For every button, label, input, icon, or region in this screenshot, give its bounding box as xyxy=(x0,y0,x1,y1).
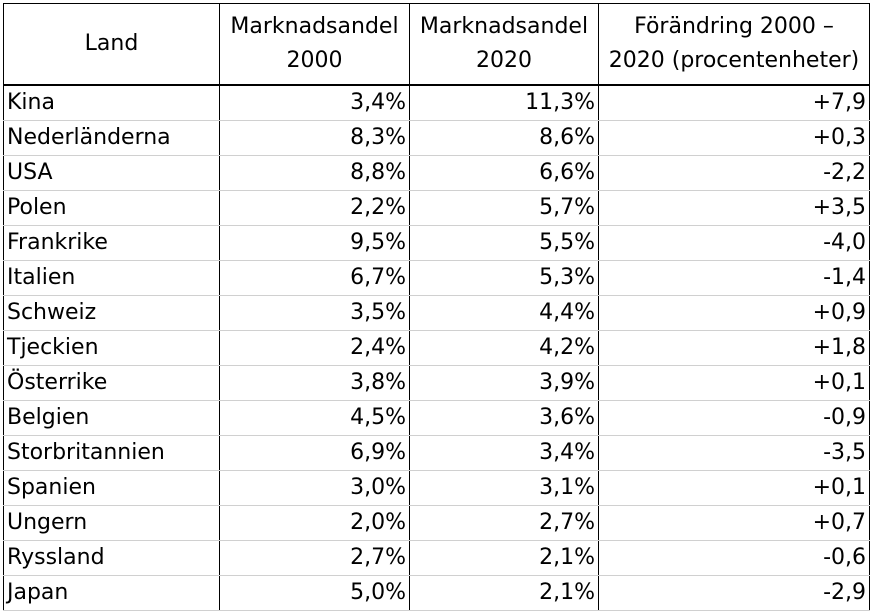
table-row: Japan 5,0% 2,1% -2,9 xyxy=(3,575,870,611)
cell-land: Japan xyxy=(3,575,220,611)
header-share-2000: Marknadsandel 2000 xyxy=(219,3,410,86)
cell-share-2020: 8,6% xyxy=(409,120,599,156)
cell-change: -4,0 xyxy=(598,225,870,261)
cell-land: Österrike xyxy=(3,365,220,401)
cell-land: Kina xyxy=(3,85,220,121)
table-row: Frankrike 9,5% 5,5% -4,0 xyxy=(3,225,870,261)
table-row: Nederländerna 8,3% 8,6% +0,3 xyxy=(3,120,870,156)
cell-share-2000: 2,4% xyxy=(219,330,410,366)
cell-share-2020: 2,1% xyxy=(409,575,599,611)
cell-change: +7,9 xyxy=(598,85,870,121)
table-row: USA 8,8% 6,6% -2,2 xyxy=(3,155,870,191)
cell-share-2000: 8,3% xyxy=(219,120,410,156)
cell-change: -1,4 xyxy=(598,260,870,296)
cell-share-2000: 9,5% xyxy=(219,225,410,261)
cell-change: +0,1 xyxy=(598,365,870,401)
cell-share-2000: 6,7% xyxy=(219,260,410,296)
cell-change: -3,5 xyxy=(598,435,870,471)
cell-land: Frankrike xyxy=(3,225,220,261)
header-share-2000-line2: 2000 xyxy=(286,48,343,73)
cell-land: Italien xyxy=(3,260,220,296)
cell-land: Schweiz xyxy=(3,295,220,331)
table-row: Spanien 3,0% 3,1% +0,1 xyxy=(3,470,870,506)
header-land-label: Land xyxy=(84,31,139,56)
cell-share-2020: 11,3% xyxy=(409,85,599,121)
cell-change: -0,9 xyxy=(598,400,870,436)
cell-share-2000: 2,7% xyxy=(219,540,410,576)
header-share-2020-line2: 2020 xyxy=(476,48,532,73)
cell-change: +0,3 xyxy=(598,120,870,156)
cell-share-2020: 3,4% xyxy=(409,435,599,471)
table-row: Tjeckien 2,4% 4,2% +1,8 xyxy=(3,330,870,366)
cell-share-2000: 3,0% xyxy=(219,470,410,506)
cell-share-2020: 5,7% xyxy=(409,190,599,226)
cell-share-2000: 5,0% xyxy=(219,575,410,611)
cell-change: +1,8 xyxy=(598,330,870,366)
table-row: Italien 6,7% 5,3% -1,4 xyxy=(3,260,870,296)
header-change: Förändring 2000 – 2020 (procentenheter) xyxy=(598,3,870,86)
cell-share-2020: 4,2% xyxy=(409,330,599,366)
cell-share-2000: 8,8% xyxy=(219,155,410,191)
cell-land: USA xyxy=(3,155,220,191)
cell-land: Polen xyxy=(3,190,220,226)
cell-share-2000: 2,0% xyxy=(219,505,410,541)
cell-share-2000: 4,5% xyxy=(219,400,410,436)
header-share-2020-line1: Marknadsandel xyxy=(419,14,589,39)
table-row: Ungern 2,0% 2,7% +0,7 xyxy=(3,505,870,541)
cell-land: Nederländerna xyxy=(3,120,220,156)
cell-share-2020: 2,1% xyxy=(409,540,599,576)
cell-land: Spanien xyxy=(3,470,220,506)
header-change-line1: Förändring 2000 – xyxy=(634,14,834,39)
cell-share-2020: 2,7% xyxy=(409,505,599,541)
table-row: Storbritannien 6,9% 3,4% -3,5 xyxy=(3,435,870,471)
cell-share-2000: 3,4% xyxy=(219,85,410,121)
market-share-table: Land Marknadsandel 2000 Marknadsandel 20… xyxy=(3,3,870,611)
cell-change: -0,6 xyxy=(598,540,870,576)
cell-share-2020: 3,1% xyxy=(409,470,599,506)
cell-change: +0,7 xyxy=(598,505,870,541)
cell-land: Storbritannien xyxy=(3,435,220,471)
cell-share-2020: 6,6% xyxy=(409,155,599,191)
cell-land: Ungern xyxy=(3,505,220,541)
cell-share-2020: 5,5% xyxy=(409,225,599,261)
header-share-2020: Marknadsandel 2020 xyxy=(409,3,599,86)
table-row: Belgien 4,5% 3,6% -0,9 xyxy=(3,400,870,436)
cell-share-2020: 5,3% xyxy=(409,260,599,296)
cell-share-2000: 3,5% xyxy=(219,295,410,331)
header-share-2000-line1: Marknadsandel xyxy=(230,14,399,39)
header-row: Land Marknadsandel 2000 Marknadsandel 20… xyxy=(3,3,870,86)
cell-change: -2,9 xyxy=(598,575,870,611)
table-row: Polen 2,2% 5,7% +3,5 xyxy=(3,190,870,226)
table-row: Schweiz 3,5% 4,4% +0,9 xyxy=(3,295,870,331)
cell-share-2020: 3,9% xyxy=(409,365,599,401)
cell-change: +3,5 xyxy=(598,190,870,226)
header-change-line2: 2020 (procentenheter) xyxy=(608,48,860,73)
cell-share-2000: 6,9% xyxy=(219,435,410,471)
header-land: Land xyxy=(3,3,220,86)
cell-change: +0,9 xyxy=(598,295,870,331)
cell-land: Tjeckien xyxy=(3,330,220,366)
table-row: Österrike 3,8% 3,9% +0,1 xyxy=(3,365,870,401)
cell-share-2000: 3,8% xyxy=(219,365,410,401)
cell-land: Ryssland xyxy=(3,540,220,576)
table-row: Ryssland 2,7% 2,1% -0,6 xyxy=(3,540,870,576)
cell-share-2000: 2,2% xyxy=(219,190,410,226)
cell-change: -2,2 xyxy=(598,155,870,191)
cell-land: Belgien xyxy=(3,400,220,436)
cell-change: +0,1 xyxy=(598,470,870,506)
cell-share-2020: 3,6% xyxy=(409,400,599,436)
cell-share-2020: 4,4% xyxy=(409,295,599,331)
table-row: Kina 3,4% 11,3% +7,9 xyxy=(3,85,870,121)
